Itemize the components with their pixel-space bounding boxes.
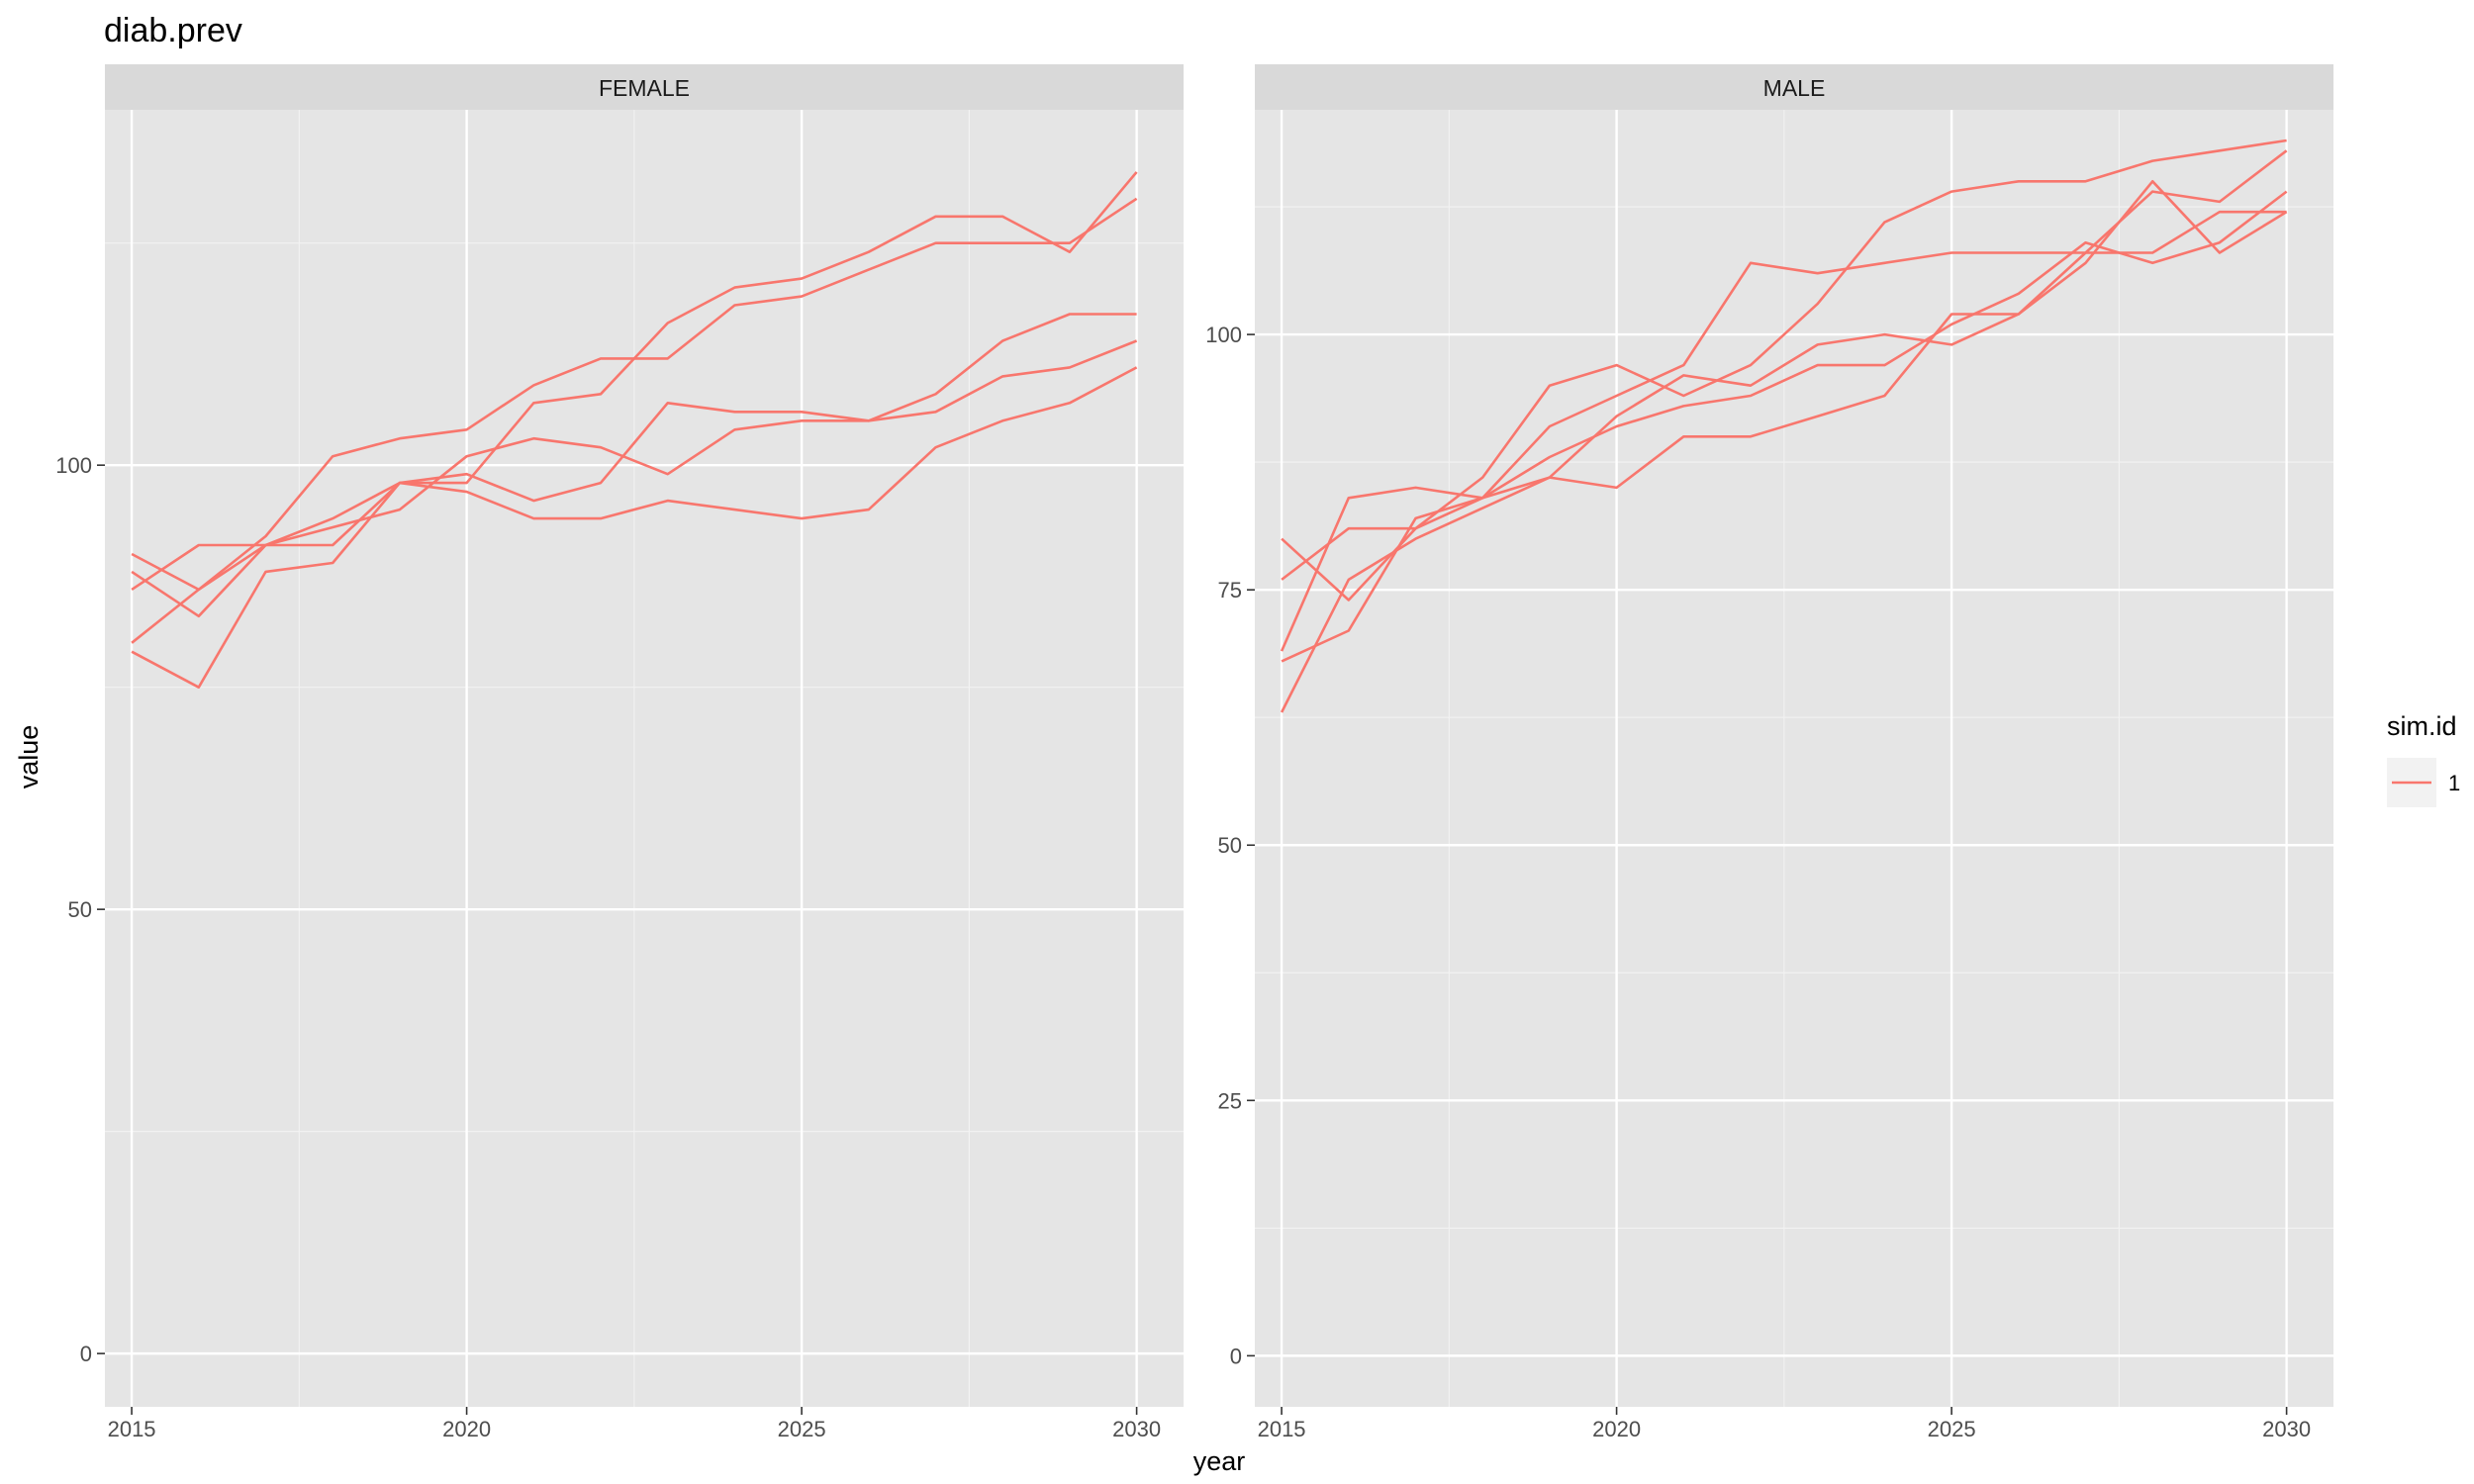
y-tick-label: 50 [1218,833,1242,858]
x-tick-label: 2020 [442,1417,491,1441]
series-line-1 [1281,139,2287,602]
panel-male: MALE 2015 2020 2025 2030 0 25 50 75 100 [1205,64,2333,1441]
series-line-4 [131,313,1137,644]
legend: sim.id 1 [2387,711,2460,807]
y-axis-title: value [14,725,44,789]
y-tick-label: 0 [80,1342,92,1366]
y-tick-label: 25 [1218,1088,1242,1113]
facet-strip-label: MALE [1763,75,1826,101]
facet-strip [1255,64,2333,110]
chart-title: diab.prev [104,12,242,49]
x-tick-label: 2020 [1592,1417,1641,1441]
series-line-2 [131,171,1138,591]
panel-female: FEMALE 2015 2020 2025 2030 0 50 100 [55,64,1184,1441]
x-tick-label: 2025 [778,1417,826,1441]
x-tick-label: 2015 [108,1417,156,1441]
x-tick-label: 2015 [1258,1417,1306,1441]
x-tick-label: 2025 [1928,1417,1976,1441]
y-tick-label: 0 [1230,1344,1242,1368]
series-line-4 [1281,190,2288,663]
facet-panels: FEMALE 2015 2020 2025 2030 0 50 100 MALE 2015 2020… [55,64,2333,1441]
facet-strip [105,64,1184,110]
series-line-5 [131,366,1138,690]
y-tick-label: 50 [68,897,92,922]
x-tick-label: 2030 [1112,1417,1161,1441]
legend-label: 1 [2448,771,2460,795]
series-line-3 [131,339,1138,618]
panel-background [105,110,1184,1407]
y-tick-label: 75 [1218,578,1242,603]
panel-background [1255,110,2333,1407]
y-tick-label: 100 [55,453,92,478]
facet-strip-label: FEMALE [599,75,690,101]
x-tick-label: 2030 [2262,1417,2311,1441]
series-line-5 [1280,149,2288,713]
y-tick-label: 100 [1205,323,1242,347]
legend-title: sim.id [2387,711,2457,741]
x-axis-title: year [1193,1446,1246,1476]
